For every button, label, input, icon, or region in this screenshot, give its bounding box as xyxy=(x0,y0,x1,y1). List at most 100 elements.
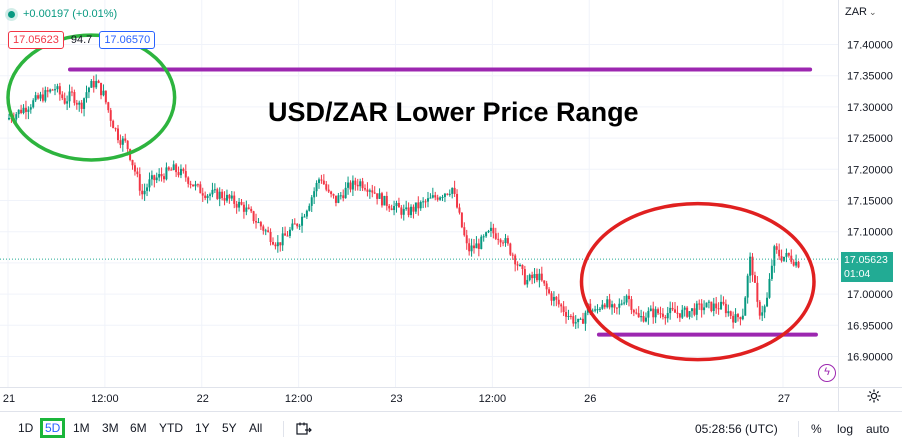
candle-body xyxy=(424,201,427,203)
sell-price-button[interactable]: 17.05623 xyxy=(8,31,64,49)
candle-body xyxy=(305,210,308,217)
range-ytd-button[interactable]: YTD xyxy=(159,421,183,435)
candle-body xyxy=(165,167,168,180)
quote-row: 17.05623 94.7 17.06570 xyxy=(8,31,156,49)
candle-body xyxy=(264,230,267,232)
candle-body xyxy=(606,299,609,308)
candle-body xyxy=(736,314,739,318)
auto-toggle[interactable]: auto xyxy=(866,422,890,436)
candle-body xyxy=(274,244,277,247)
time-tick-label: 12:00 xyxy=(91,393,119,405)
candle-body xyxy=(155,177,158,181)
candle-body xyxy=(150,175,153,180)
candle-body xyxy=(790,255,793,262)
candle-body xyxy=(594,309,597,311)
candle-body xyxy=(560,304,563,307)
candle-body xyxy=(422,201,425,203)
candle-body xyxy=(296,223,299,227)
range-1y-button[interactable]: 1Y xyxy=(195,421,210,435)
price-chart[interactable]: 17.40000 17.35000 17.30000 17.25000 17.20000… xyxy=(0,0,902,411)
candle-body xyxy=(497,238,500,240)
candle-body xyxy=(143,190,146,195)
candle-body xyxy=(637,313,640,318)
candle-body xyxy=(61,94,64,99)
range-1m-button[interactable]: 1M xyxy=(73,421,90,435)
candle-body xyxy=(51,89,54,91)
lightning-icon[interactable]: ϟ xyxy=(818,364,836,382)
candle-body xyxy=(436,197,439,200)
candle-body xyxy=(146,187,149,191)
percent-toggle[interactable]: % xyxy=(811,422,822,436)
candle-body xyxy=(121,138,124,145)
log-toggle[interactable]: log xyxy=(837,422,854,436)
price-tick-label: 17.20000 xyxy=(847,164,893,176)
candle-body xyxy=(267,230,270,232)
candle-body xyxy=(276,242,279,247)
candle-body xyxy=(727,311,730,314)
candle-body xyxy=(540,273,543,281)
candle-body xyxy=(552,296,555,301)
candle-body xyxy=(758,301,761,316)
candle-body xyxy=(642,316,645,322)
candle-body xyxy=(187,177,190,184)
candle-body xyxy=(175,164,178,173)
candle-body xyxy=(32,100,35,108)
current-price-label: 17.05623 xyxy=(844,254,888,266)
time-axis[interactable]: 21 12:00 22 12:00 23 12:00 26 27 xyxy=(0,387,902,406)
chart-title: USD/ZAR Lower Price Range xyxy=(268,97,639,127)
toolbar-divider xyxy=(283,421,284,437)
candle-body xyxy=(271,241,274,245)
candle-body xyxy=(577,318,580,323)
buy-price-button[interactable]: 17.06570 xyxy=(99,31,156,49)
candle-body xyxy=(63,98,66,104)
candle-body xyxy=(206,195,209,198)
candle-body xyxy=(281,233,284,246)
compare-icon[interactable] xyxy=(296,422,312,436)
candle-body xyxy=(209,194,212,196)
candle-body xyxy=(373,192,376,194)
candle-body xyxy=(565,312,568,317)
candle-body xyxy=(628,295,630,300)
clock-readout[interactable]: 05:28:56 (UTC) xyxy=(695,422,778,436)
price-tick-label: 16.90000 xyxy=(847,352,893,364)
price-axis[interactable]: 17.40000 17.35000 17.30000 17.25000 17.20000… xyxy=(838,0,893,411)
candle-body xyxy=(41,94,44,101)
candle-body xyxy=(611,304,614,308)
candle-body xyxy=(659,313,662,315)
range-5y-button[interactable]: 5Y xyxy=(222,421,237,435)
gear-icon[interactable] xyxy=(866,388,882,404)
candle-body xyxy=(337,195,340,203)
candle-body xyxy=(238,201,241,208)
candle-body xyxy=(293,223,296,225)
candle-body xyxy=(288,229,291,236)
currency-selector[interactable]: ZAR ⌄ xyxy=(845,6,877,18)
candle-body xyxy=(482,236,485,238)
candle-body xyxy=(753,275,756,283)
candle-body xyxy=(603,304,606,308)
candle-body xyxy=(652,308,655,318)
candle-body xyxy=(448,193,451,195)
candle-body xyxy=(615,307,618,309)
candle-body xyxy=(184,171,187,178)
candle-body xyxy=(332,194,335,196)
range-6m-button[interactable]: 6M xyxy=(130,421,147,435)
price-tick-label: 17.30000 xyxy=(847,102,893,114)
candle-body xyxy=(320,179,323,181)
candle-body xyxy=(514,255,517,265)
candle-body xyxy=(148,179,151,188)
candle-body xyxy=(356,184,359,187)
range-all-button[interactable]: All xyxy=(249,421,263,435)
candle-body xyxy=(519,264,522,266)
candle-body xyxy=(492,227,495,234)
price-tick-label: 17.35000 xyxy=(847,71,893,83)
range-5d-button[interactable]: 5D xyxy=(40,418,66,438)
candle-body xyxy=(342,195,345,199)
candle-body xyxy=(286,235,289,237)
candle-body xyxy=(213,189,216,191)
range-3m-button[interactable]: 3M xyxy=(102,421,119,435)
candle-body xyxy=(744,297,747,316)
range-1d-button[interactable]: 1D xyxy=(18,421,34,435)
candle-body xyxy=(589,303,592,311)
candle-body xyxy=(308,205,311,211)
